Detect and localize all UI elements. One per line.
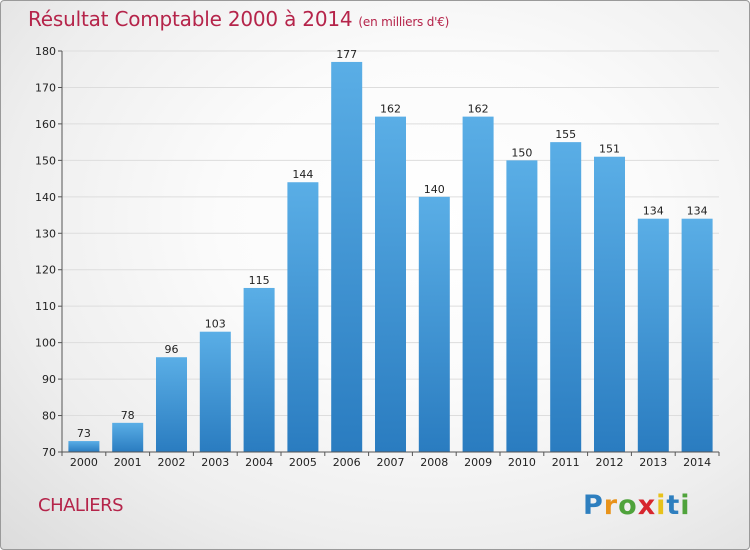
bar xyxy=(375,116,406,453)
data-label: 134 xyxy=(643,205,664,218)
logo-letter: i xyxy=(656,490,667,521)
bar xyxy=(243,287,275,452)
x-tick-label: 2013 xyxy=(639,456,667,469)
data-label: 144 xyxy=(292,168,313,181)
proxiti-logo: Proxiti xyxy=(583,490,691,521)
y-tick-label: 140 xyxy=(35,191,56,204)
data-label: 134 xyxy=(687,205,708,218)
data-label: 103 xyxy=(205,318,226,331)
bar xyxy=(681,218,713,452)
chart-subtitle: (en milliers d'€) xyxy=(358,15,450,29)
data-label: 78 xyxy=(121,409,135,422)
y-tick-label: 170 xyxy=(35,81,56,94)
bar xyxy=(550,142,582,453)
data-label: 151 xyxy=(599,143,620,156)
bar xyxy=(68,441,100,452)
data-label: 162 xyxy=(380,103,401,116)
y-tick-label: 150 xyxy=(35,154,56,167)
y-tick-label: 80 xyxy=(42,410,56,423)
data-label: 96 xyxy=(165,343,179,356)
y-tick-label: 160 xyxy=(35,118,56,131)
bar xyxy=(637,218,669,452)
x-tick-label: 2004 xyxy=(245,456,273,469)
data-label: 140 xyxy=(424,183,445,196)
x-tick-label: 2008 xyxy=(420,456,448,469)
bar xyxy=(462,116,494,453)
y-tick-label: 180 xyxy=(35,45,56,58)
bar xyxy=(331,61,363,452)
bar xyxy=(199,331,231,452)
title-text: Résultat Comptable 2000 à 2014 xyxy=(28,7,353,31)
data-label: 162 xyxy=(468,103,489,116)
bar xyxy=(156,357,187,452)
data-label: 150 xyxy=(511,146,532,159)
data-label: 73 xyxy=(77,427,91,440)
x-tick-label: 2011 xyxy=(552,456,580,469)
data-label: 177 xyxy=(336,48,357,61)
y-tick-label: 90 xyxy=(42,373,56,386)
bar xyxy=(594,156,625,452)
x-tick-label: 2003 xyxy=(201,456,229,469)
x-tick-label: 2005 xyxy=(289,456,317,469)
x-tick-label: 2000 xyxy=(70,456,98,469)
x-tick-label: 2002 xyxy=(158,456,186,469)
y-tick-label: 100 xyxy=(35,337,56,350)
logo-letter: i xyxy=(680,490,691,521)
logo-letter: r xyxy=(603,490,619,521)
y-tick-label: 130 xyxy=(35,227,56,240)
x-tick-label: 2006 xyxy=(333,456,361,469)
logo-letter: P xyxy=(583,490,604,521)
x-tick-label: 2009 xyxy=(464,456,492,469)
y-tick-label: 120 xyxy=(35,264,56,277)
x-tick-label: 2007 xyxy=(377,456,405,469)
x-tick-label: 2010 xyxy=(508,456,536,469)
y-tick-label: 70 xyxy=(42,446,56,459)
y-tick-label: 110 xyxy=(35,300,56,313)
logo-letter: o xyxy=(618,490,638,521)
bar xyxy=(418,196,450,452)
bar xyxy=(287,182,319,452)
bar xyxy=(506,160,538,452)
bar xyxy=(112,422,144,452)
x-tick-label: 2012 xyxy=(596,456,624,469)
chart-title: Résultat Comptable 2000 à 2014 (en millie… xyxy=(28,7,449,31)
data-label: 155 xyxy=(555,128,576,141)
logo-letter: x xyxy=(637,490,657,521)
data-label: 115 xyxy=(249,274,270,287)
x-tick-label: 2001 xyxy=(114,456,142,469)
logo-letter: t xyxy=(666,490,681,521)
x-tick-label: 2014 xyxy=(683,456,711,469)
place-name: CHALIERS xyxy=(38,495,124,516)
